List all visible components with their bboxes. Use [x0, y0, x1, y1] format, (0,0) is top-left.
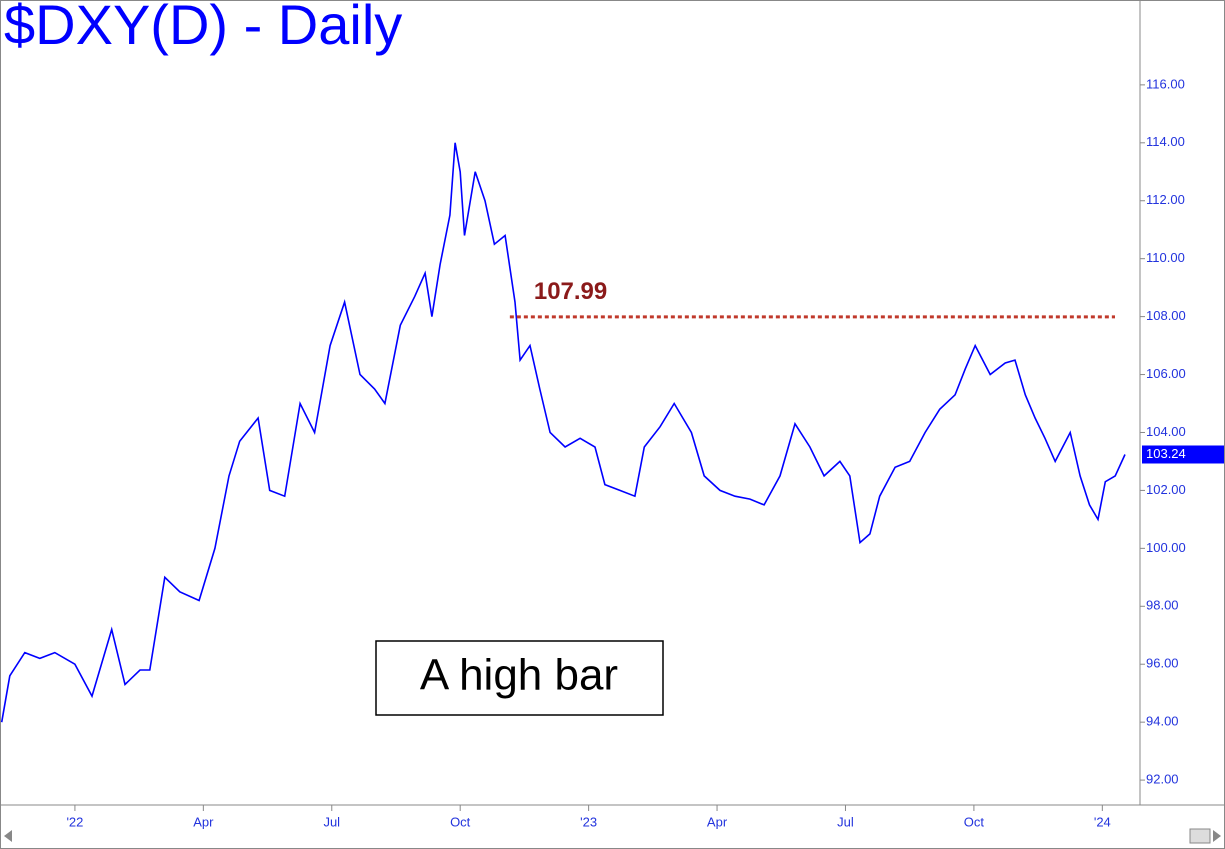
y-tick-label: 102.00: [1146, 482, 1186, 497]
last-value-label: 103.24: [1146, 446, 1186, 461]
y-tick-label: 114.00: [1146, 134, 1185, 149]
y-tick-label: 116.00: [1146, 76, 1185, 91]
y-tick-label: 106.00: [1146, 366, 1186, 381]
x-tick-label: '22: [66, 814, 83, 829]
scroll-left[interactable]: [4, 830, 12, 842]
y-tick-label: 100.00: [1146, 540, 1186, 555]
last-value-box: [1142, 445, 1224, 464]
scroll-right[interactable]: [1213, 830, 1221, 842]
chart-title: $DXY(D) - Daily: [4, 0, 402, 56]
price-line: [0, 142, 1126, 723]
x-tick-label: Jul: [323, 814, 340, 829]
x-tick-label: '24: [1094, 814, 1111, 829]
x-tick-label: Oct: [450, 814, 471, 829]
y-tick-label: 108.00: [1146, 308, 1186, 323]
scroll-thumb[interactable]: [1189, 828, 1211, 844]
x-tick-label: Oct: [964, 814, 985, 829]
y-tick-label: 92.00: [1146, 772, 1179, 787]
level-label: 107.99: [534, 278, 607, 305]
y-tick-label: 112.00: [1146, 192, 1185, 207]
x-tick-label: Apr: [193, 814, 214, 829]
y-tick-label: 98.00: [1146, 598, 1179, 613]
y-tick-label: 94.00: [1146, 714, 1179, 729]
annotation-box: [375, 640, 664, 716]
x-tick-label: Jul: [837, 814, 854, 829]
y-tick-label: 96.00: [1146, 656, 1179, 671]
y-tick-label: 104.00: [1146, 424, 1186, 439]
annotation: A high bar: [420, 651, 618, 700]
x-tick-label: Apr: [707, 814, 728, 829]
y-tick-label: 110.00: [1146, 250, 1185, 265]
x-tick-label: '23: [580, 814, 597, 829]
